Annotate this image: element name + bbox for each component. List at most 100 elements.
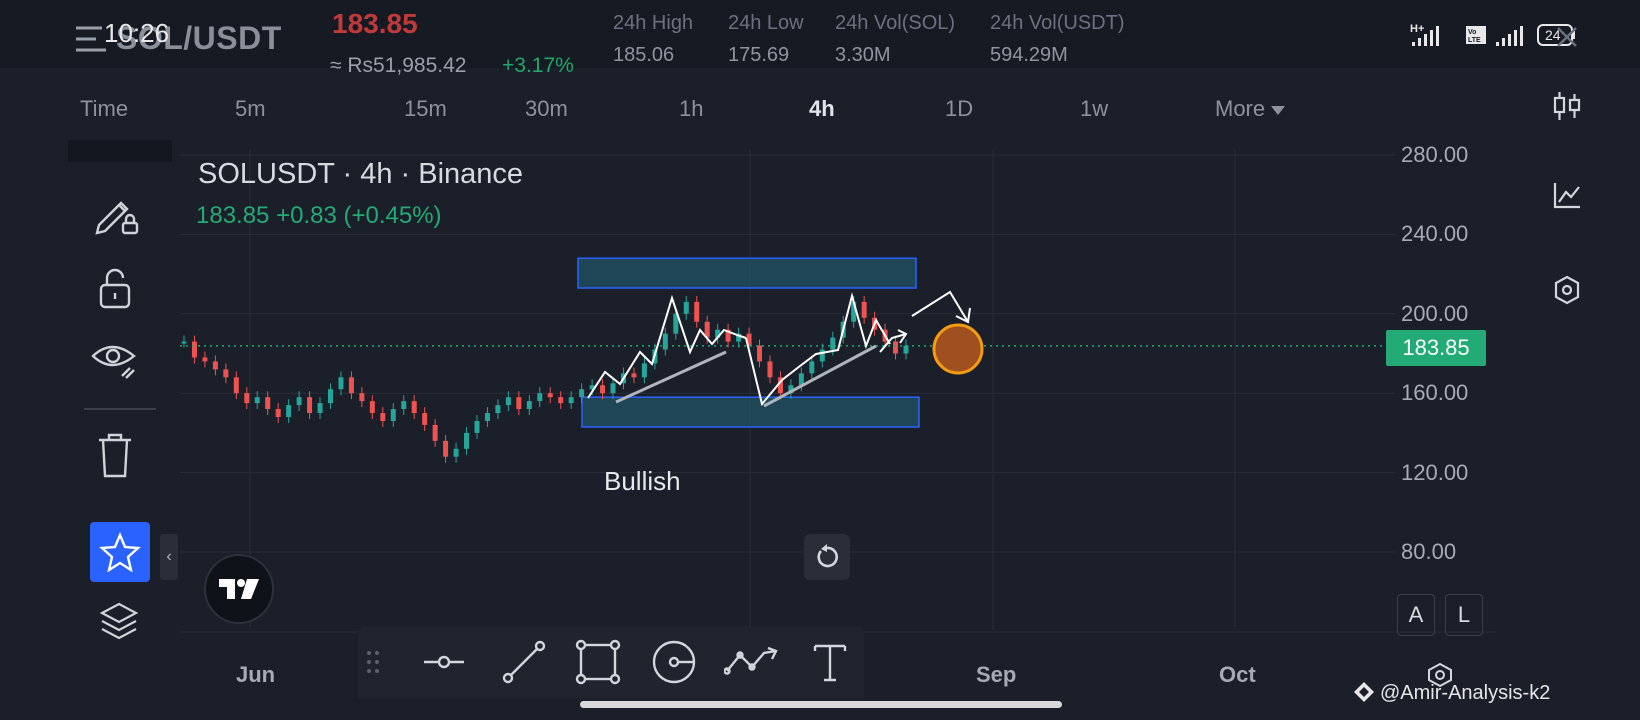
- stat-label-low: 24h Low: [728, 12, 804, 34]
- bottom-right-icon[interactable]: [1425, 662, 1455, 693]
- close-icon[interactable]: [1556, 26, 1578, 53]
- candle-body: [736, 333, 742, 342]
- candle-body: [746, 333, 752, 346]
- candle-body: [673, 313, 679, 334]
- candle-body: [307, 397, 313, 414]
- toolbar-divider: [84, 408, 156, 410]
- candle-body: [181, 341, 187, 344]
- favorites-button[interactable]: [90, 522, 150, 582]
- circle-tool[interactable]: [650, 640, 698, 684]
- x-tick-jun: Jun: [236, 662, 276, 687]
- home-indicator[interactable]: [580, 701, 1062, 708]
- tab-1h[interactable]: 1h: [679, 96, 704, 121]
- candle-body: [579, 389, 585, 398]
- trend-line-1: [615, 350, 727, 404]
- bullish-annotation[interactable]: Bullish: [604, 466, 681, 496]
- rectangle-tool[interactable]: [574, 639, 622, 685]
- reset-chart-button[interactable]: [804, 534, 850, 580]
- y-tick-label: 280.00: [1401, 142, 1469, 167]
- tab-1w[interactable]: 1w: [1080, 96, 1109, 121]
- arrow-small-head: [897, 329, 908, 344]
- status-time: 10:26: [104, 18, 170, 48]
- candle-body: [338, 377, 344, 390]
- candle-body: [788, 385, 794, 394]
- tradingview-logo[interactable]: [204, 554, 274, 624]
- layers-button[interactable]: [98, 600, 140, 649]
- local-price: ≈ Rs51,985.42: [330, 54, 467, 77]
- text-tool[interactable]: [806, 640, 854, 684]
- log-scale-button[interactable]: L: [1445, 594, 1483, 636]
- candle-body: [296, 397, 302, 406]
- settings-button[interactable]: [1552, 274, 1582, 311]
- tab-4h[interactable]: 4h: [809, 96, 835, 121]
- candle-body: [411, 401, 417, 414]
- candle-body: [704, 321, 710, 338]
- candle-body: [610, 383, 616, 394]
- candle-body: [401, 401, 407, 410]
- horizontal-line-tool[interactable]: [420, 640, 468, 684]
- candle-body: [202, 357, 208, 362]
- arrow-small: [879, 333, 907, 353]
- candle-body: [348, 377, 354, 394]
- svg-text:Vo: Vo: [1468, 29, 1476, 36]
- candle-body: [265, 397, 271, 410]
- candle-body: [537, 393, 543, 402]
- candle-body: [893, 341, 899, 354]
- candle-body: [558, 397, 564, 404]
- target-circle: [932, 323, 984, 375]
- tab-1d[interactable]: 1D: [945, 96, 974, 121]
- stat-value-vol-sol: 3.30M: [835, 44, 891, 66]
- watermark-text: @Amir-Analysis-k2: [1380, 682, 1551, 704]
- path-tool[interactable]: [724, 640, 780, 684]
- menu-icon[interactable]: [76, 24, 108, 54]
- candle-body: [516, 397, 522, 410]
- candle-body: [495, 405, 501, 414]
- tab-5m[interactable]: 5m: [235, 96, 266, 121]
- stat-value-high: 185.06: [613, 44, 675, 66]
- tab-30m[interactable]: 30m: [525, 96, 568, 121]
- stat-value-vol-usdt: 594.29M: [990, 44, 1068, 66]
- current-price-label: 183.85: [1386, 330, 1486, 366]
- y-tick-label: 120.00: [1401, 459, 1469, 485]
- visibility-tool[interactable]: [88, 332, 142, 386]
- layers-icon: [99, 602, 139, 640]
- candle-body: [380, 413, 386, 421]
- tab-time[interactable]: Time: [80, 96, 129, 121]
- delete-tool[interactable]: [88, 428, 142, 482]
- candle-body: [453, 448, 459, 457]
- pair-name[interactable]: SOL/USDT: [116, 20, 282, 56]
- candle-body: [317, 403, 323, 414]
- candle-body: [725, 329, 731, 342]
- chevron-down-icon: [1271, 105, 1286, 115]
- candle-body: [484, 413, 490, 421]
- candle-body: [694, 301, 700, 322]
- trend-line-tool[interactable]: [500, 640, 548, 684]
- candle-body: [286, 405, 292, 418]
- candle-body: [547, 393, 553, 398]
- trash-icon: [99, 433, 131, 478]
- drag-handle-icon[interactable]: [360, 640, 386, 684]
- candle-body: [631, 373, 637, 378]
- candlestick-icon: [1553, 92, 1581, 120]
- candle-body: [819, 349, 825, 362]
- tab-more[interactable]: More: [1215, 96, 1286, 122]
- candle-body: [662, 333, 668, 350]
- candle-body: [851, 301, 857, 322]
- collapse-toolbar-button[interactable]: ‹: [160, 534, 178, 580]
- text-icon: [813, 644, 847, 682]
- draw-lock-tool[interactable]: [88, 186, 142, 240]
- candle-body: [327, 389, 333, 404]
- drawing-toolbar: [358, 626, 864, 698]
- auto-scale-button[interactable]: A: [1397, 594, 1435, 636]
- tab-15m[interactable]: 15m: [404, 96, 447, 121]
- candle-body: [767, 361, 773, 378]
- tradingview-icon: [219, 579, 259, 599]
- candle-body: [359, 393, 365, 402]
- refresh-icon: [817, 544, 839, 568]
- lock-tool[interactable]: [88, 260, 142, 314]
- rectangle-icon: [575, 639, 621, 685]
- system-status-icons: H+ Vo LTE 24: [1408, 20, 1578, 55]
- indicators-button[interactable]: [1552, 180, 1582, 215]
- candle-type-button[interactable]: [1552, 90, 1582, 127]
